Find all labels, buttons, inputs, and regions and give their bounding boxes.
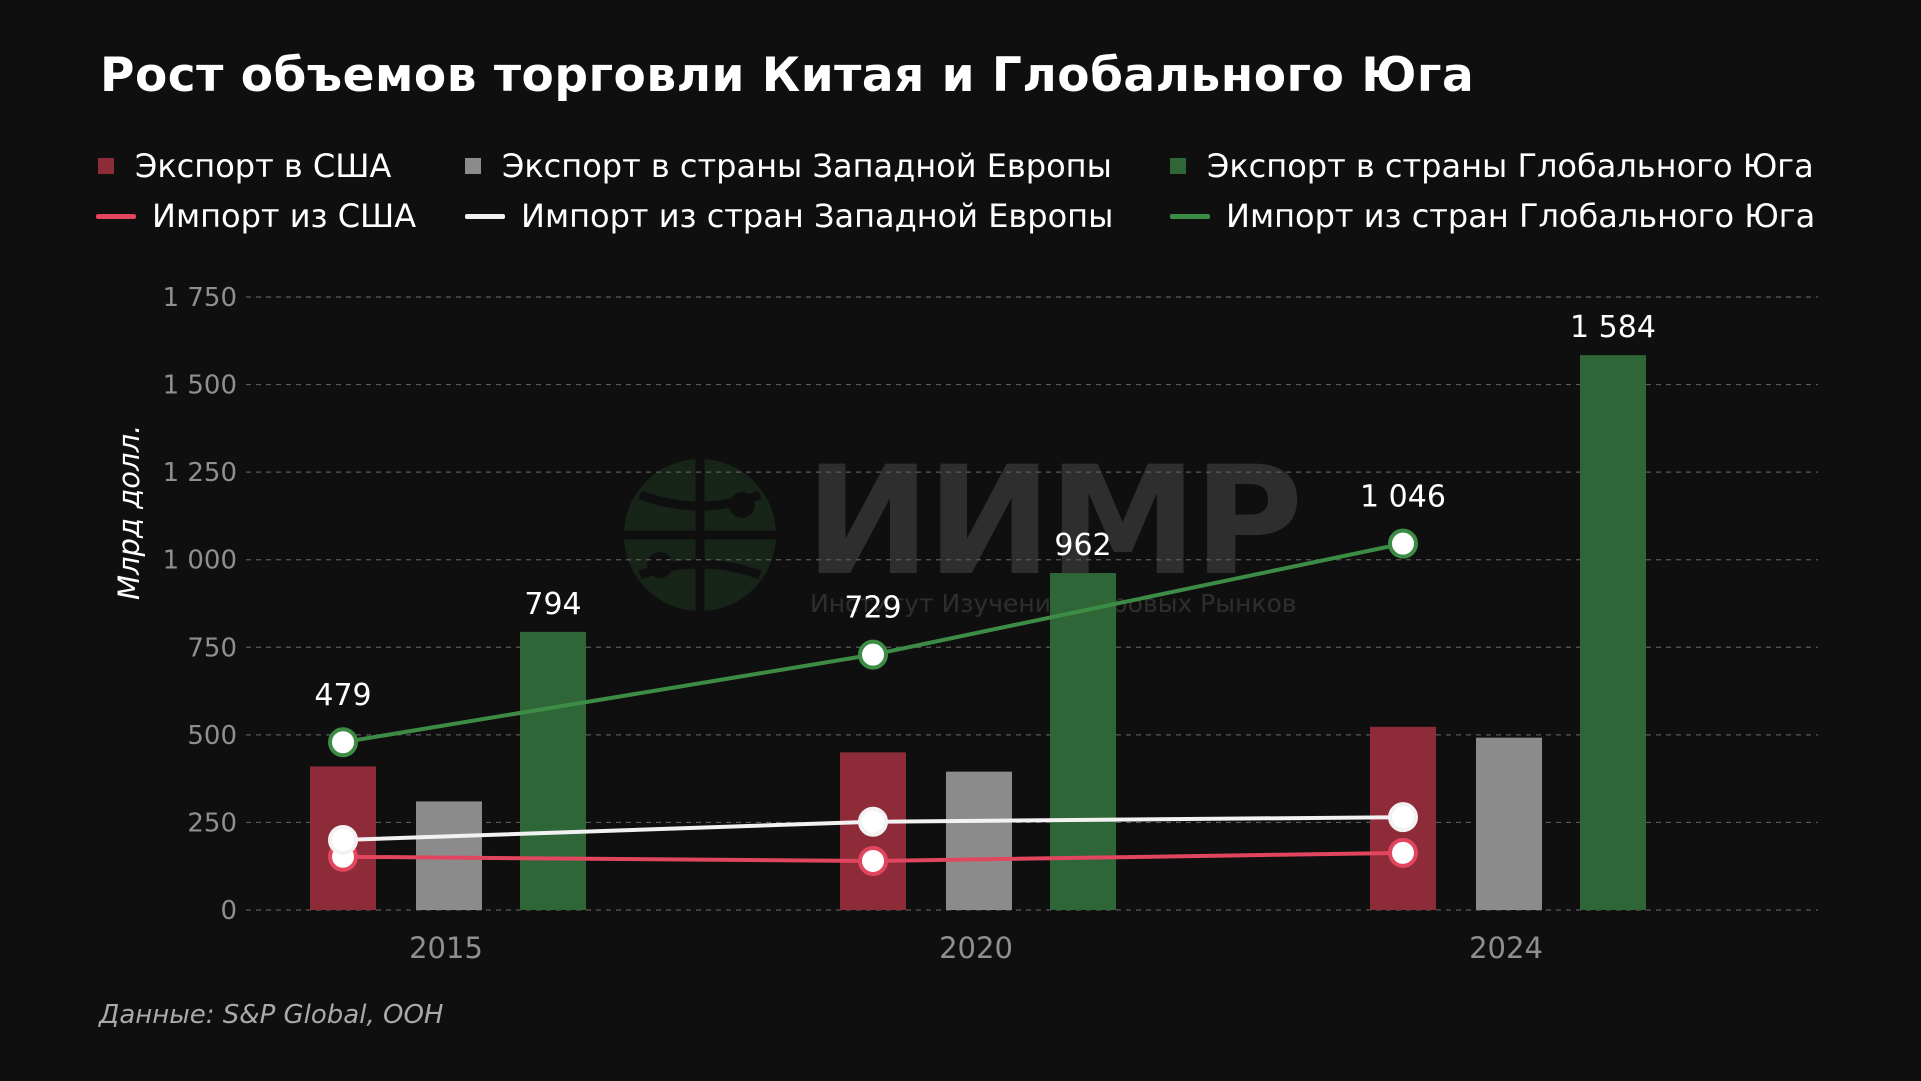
y-tick-label: 1 000 (163, 546, 237, 576)
bar (1050, 573, 1116, 910)
legend-line-import-europe (465, 213, 505, 219)
bar (1476, 737, 1542, 910)
legend-item-export-usa: Экспорт в США (98, 146, 391, 186)
legend-label-export-usa: Экспорт в США (135, 147, 392, 185)
x-tick-label: 2024 (1469, 931, 1543, 965)
line-point (1388, 528, 1418, 559)
legend-label-export-europe: Экспорт в страны Западной Европы (502, 147, 1112, 185)
line-point (1388, 837, 1418, 868)
legend-item-import-europe: Импорт из стран Западной Европы (465, 196, 1113, 236)
bar (520, 631, 586, 910)
data-label: 729 (844, 591, 901, 626)
legend-label-import-europe: Импорт из стран Западной Европы (521, 197, 1114, 235)
legend-item-import-south: Импорт из стран Глобального Юга (1170, 196, 1815, 236)
legend-item-export-europe: Экспорт в страны Западной Европы (465, 146, 1112, 186)
y-tick-label: 500 (187, 721, 237, 751)
data-label: 1 584 (1570, 310, 1656, 345)
legend-line-import-usa (96, 213, 136, 219)
bar (946, 771, 1012, 910)
data-label: 479 (314, 678, 371, 713)
line-point (858, 845, 888, 876)
y-tick-label: 1 250 (163, 458, 237, 488)
line-point (1388, 802, 1418, 833)
legend-label-import-south: Импорт из стран Глобального Юга (1226, 197, 1816, 235)
y-tick-label: 750 (187, 633, 237, 663)
source-note: Данные: S&P Global, ООН (99, 1000, 444, 1030)
chart-title: Рост объемов торговли Китая и Глобальног… (100, 48, 1475, 103)
legend-label-import-usa: Импорт из США (152, 197, 417, 235)
y-tick-label: 0 (220, 896, 237, 926)
y-tick-label: 1 500 (163, 371, 237, 401)
legend-swatch-export-south (1170, 158, 1186, 174)
x-tick-label: 2015 (409, 931, 483, 965)
data-label: 1 046 (1360, 480, 1446, 515)
bar (1580, 355, 1646, 910)
line-point (328, 727, 358, 758)
line-point (328, 824, 358, 855)
legend-swatch-export-usa (98, 158, 114, 174)
legend-line-import-south (1170, 213, 1210, 219)
legend-label-export-south: Экспорт в страны Глобального Юга (1207, 147, 1814, 185)
line-point (858, 806, 888, 837)
legend-item-export-south: Экспорт в страны Глобального Юга (1170, 146, 1814, 186)
line-point (858, 639, 888, 670)
legend-swatch-export-europe (465, 158, 481, 174)
data-label: 794 (524, 587, 581, 622)
legend-item-import-usa: Импорт из США (96, 196, 416, 236)
x-tick-label: 2020 (939, 931, 1013, 965)
data-label: 962 (1054, 528, 1111, 563)
y-tick-label: 250 (187, 808, 237, 838)
y-tick-label: 1 750 (163, 283, 237, 313)
